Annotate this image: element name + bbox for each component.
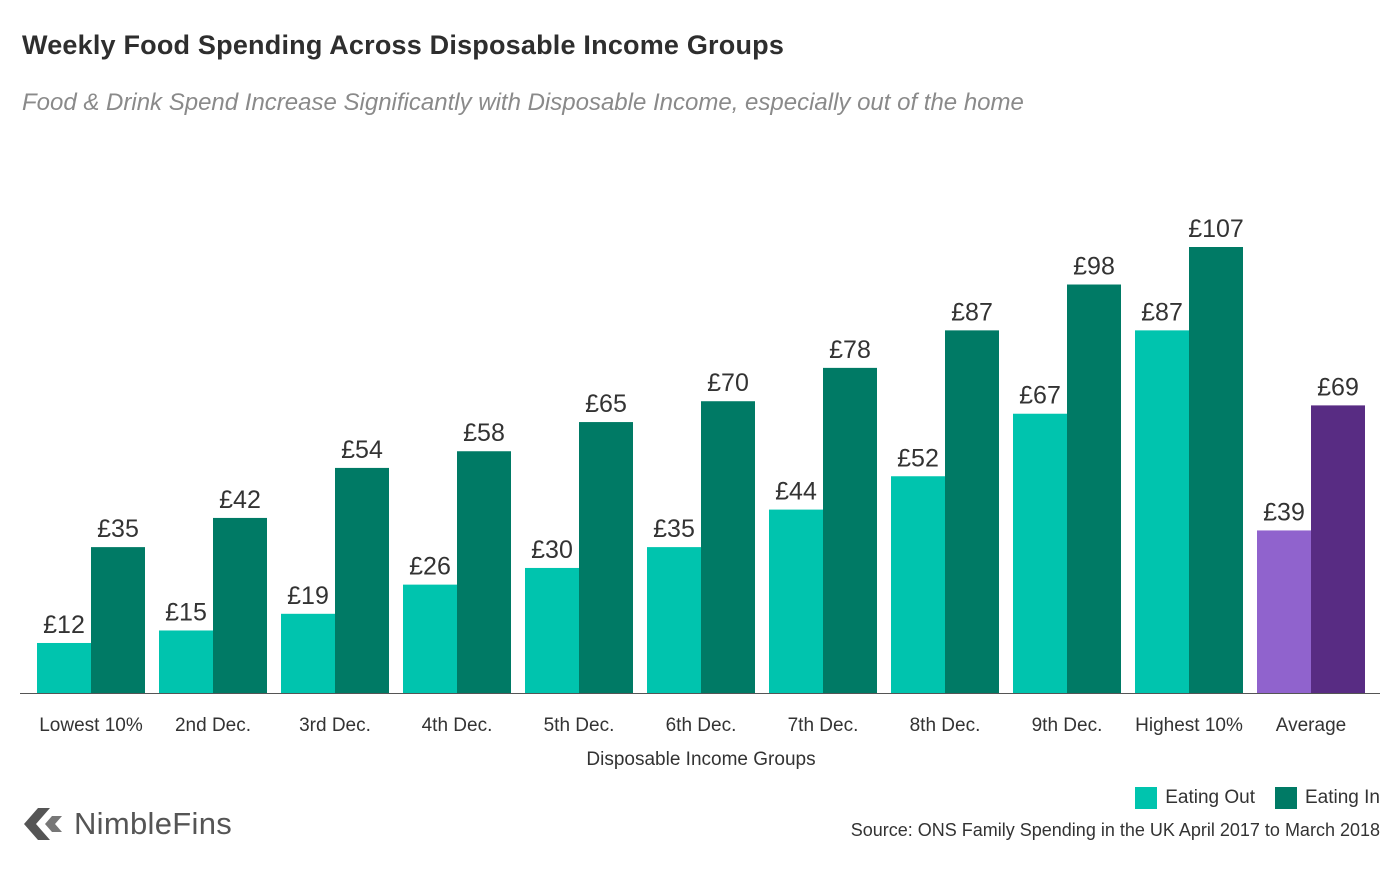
- x-tick-label-6th-dec: 6th Dec.: [666, 715, 737, 736]
- bar-eating-in-2nd-dec: [213, 517, 267, 693]
- x-tick-label-average: Average: [1276, 715, 1346, 736]
- bar-eating-out-average: [1257, 530, 1311, 693]
- chart-subtitle: Food & Drink Spend Increase Significantl…: [22, 89, 1024, 116]
- x-tick-label-7th-dec: 7th Dec.: [788, 715, 859, 736]
- bar-eating-out-6th-dec: [647, 547, 701, 693]
- data-label-eating-in-4th-dec: £58: [463, 419, 505, 447]
- data-label-eating-in-average: £69: [1317, 373, 1359, 401]
- bar-eating-in-9th-dec: [1067, 284, 1121, 693]
- data-label-eating-out-8th-dec: £52: [897, 444, 939, 472]
- legend-item-eating-out: Eating Out: [1135, 787, 1255, 809]
- x-tick-label-9th-dec: 9th Dec.: [1032, 715, 1103, 736]
- data-label-eating-in-2nd-dec: £42: [219, 486, 261, 514]
- bar-chart: £12 £35 Lowest 10% £15 £42 2nd Dec. £19 £54 3rd …: [20, 215, 1380, 770]
- bar-eating-in-highest-10: [1189, 247, 1243, 693]
- bar-eating-out-7th-dec: [769, 509, 823, 693]
- legend-swatch-eating-in: [1275, 787, 1297, 809]
- bar-eating-out-9th-dec: [1013, 413, 1067, 693]
- bar-eating-in-8th-dec: [945, 330, 999, 693]
- bar-eating-out-8th-dec: [891, 476, 945, 693]
- nimblefins-arrow-icon: [24, 808, 62, 840]
- data-label-eating-in-9th-dec: £98: [1073, 253, 1115, 281]
- legend-label-eating-out: Eating Out: [1165, 787, 1255, 808]
- x-tick-label-3rd-dec: 3rd Dec.: [299, 715, 371, 736]
- data-label-eating-out-5th-dec: £30: [531, 536, 573, 564]
- chart-title: Weekly Food Spending Across Disposable I…: [22, 30, 785, 60]
- data-label-eating-in-3rd-dec: £54: [341, 436, 383, 464]
- data-label-eating-in-8th-dec: £87: [951, 298, 993, 326]
- bar-eating-out-2nd-dec: [159, 630, 213, 693]
- bar-eating-out-lowest-10: [37, 642, 91, 693]
- bar-eating-in-3rd-dec: [335, 467, 389, 693]
- data-label-eating-out-9th-dec: £67: [1019, 382, 1061, 410]
- brand-logo: NimbleFins: [22, 806, 232, 842]
- legend-swatch-eating-out: [1135, 787, 1158, 809]
- source-note: Source: ONS Family Spending in the UK Ap…: [850, 820, 1380, 840]
- x-tick-label-8th-dec: 8th Dec.: [910, 715, 981, 736]
- data-label-eating-out-average: £39: [1263, 498, 1305, 526]
- legend-label-eating-in: Eating In: [1305, 787, 1380, 808]
- x-tick-label-lowest-10: Lowest 10%: [39, 715, 143, 736]
- bar-eating-in-lowest-10: [91, 547, 145, 693]
- bar-eating-out-highest-10: [1135, 330, 1189, 693]
- bar-eating-in-7th-dec: [823, 367, 877, 693]
- x-tick-label-5th-dec: 5th Dec.: [544, 715, 615, 736]
- data-label-eating-in-lowest-10: £35: [97, 515, 139, 543]
- bar-eating-out-4th-dec: [403, 584, 457, 693]
- brand-name: NimbleFins: [74, 806, 233, 841]
- legend: Eating Out Eating In: [1115, 787, 1380, 809]
- bar-eating-in-4th-dec: [457, 451, 511, 693]
- data-label-eating-out-3rd-dec: £19: [287, 582, 329, 610]
- bar-eating-in-5th-dec: [579, 422, 633, 693]
- data-label-eating-out-4th-dec: £26: [409, 553, 451, 581]
- bar-eating-in-average: [1311, 405, 1365, 693]
- x-tick-label-highest-10: Highest 10%: [1135, 715, 1243, 736]
- x-tick-label-4th-dec: 4th Dec.: [422, 715, 493, 736]
- bar-eating-out-3rd-dec: [281, 613, 335, 693]
- bar-eating-out-5th-dec: [525, 567, 579, 693]
- data-label-eating-out-7th-dec: £44: [775, 478, 817, 506]
- x-axis-title: Disposable Income Groups: [586, 749, 815, 770]
- data-label-eating-out-highest-10: £87: [1141, 298, 1183, 326]
- data-label-eating-in-6th-dec: £70: [707, 369, 749, 397]
- data-label-eating-in-highest-10: £107: [1188, 215, 1244, 243]
- data-label-eating-in-7th-dec: £78: [829, 336, 871, 364]
- bar-eating-in-6th-dec: [701, 401, 755, 693]
- data-label-eating-out-2nd-dec: £15: [165, 598, 207, 626]
- x-tick-label-2nd-dec: 2nd Dec.: [175, 715, 251, 736]
- data-label-eating-out-6th-dec: £35: [653, 515, 695, 543]
- data-label-eating-in-5th-dec: £65: [585, 390, 627, 418]
- legend-item-eating-in: Eating In: [1275, 787, 1380, 809]
- data-label-eating-out-lowest-10: £12: [43, 611, 85, 639]
